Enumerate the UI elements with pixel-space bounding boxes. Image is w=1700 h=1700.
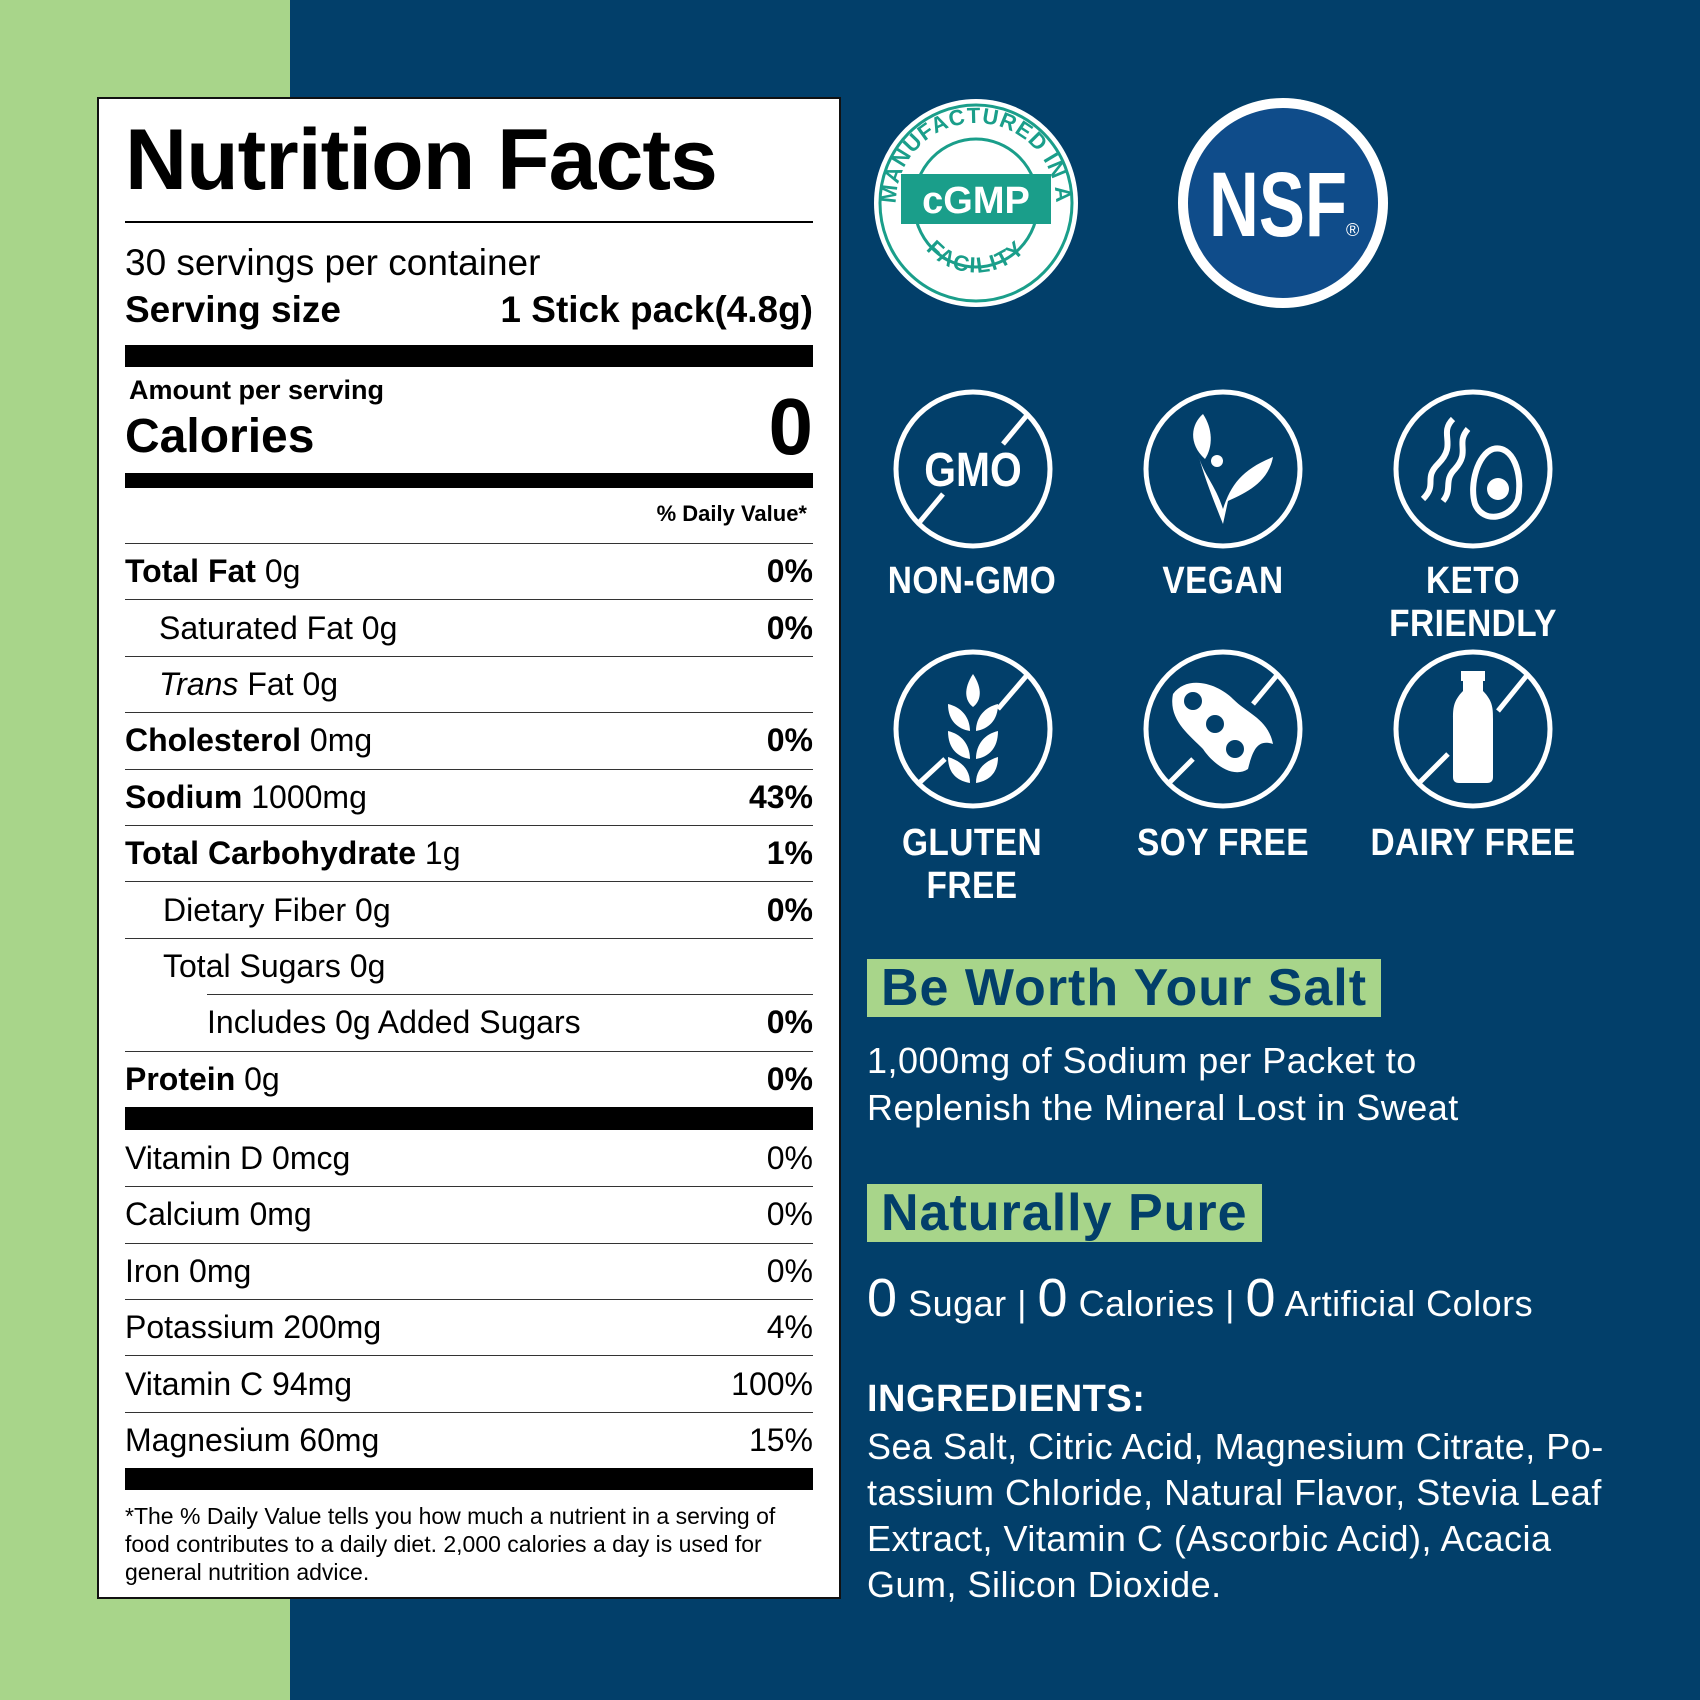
soybean-crossed-icon [1143, 649, 1303, 809]
nutrient-row: Includes 0g Added Sugars 0% [207, 994, 813, 1050]
nutrient-row: Total Carbohydrate 1g 1% [125, 824, 813, 881]
svg-text:GMO: GMO [924, 444, 1021, 497]
pure-heading: Naturally Pure [867, 1184, 1262, 1242]
svg-text:cGMP: cGMP [922, 180, 1030, 222]
ingredients-list: Sea Salt, Citric Acid, Magnesium Citrate… [867, 1426, 1604, 1605]
footnote: *The % Daily Value tells you how much a … [125, 1503, 776, 1585]
label-title: Nutrition Facts [125, 112, 718, 208]
servings-per-container: 30 servings per container [125, 242, 541, 283]
vitamin-row: Potassium 200mg 4% [125, 1299, 813, 1355]
thick-divider [125, 473, 813, 488]
svg-text:®: ® [1346, 220, 1359, 240]
serving-size-label: Serving size [125, 289, 341, 330]
avocado-bacon-icon [1393, 389, 1553, 549]
badge-label-vegan: VEGAN [1162, 560, 1284, 602]
salt-description: 1,000mg of Sodium per Packet to Replenish… [867, 1040, 1459, 1128]
nutrient-row: Sodium 1000mg 43% [125, 768, 813, 825]
wheat-crossed-icon [893, 649, 1053, 809]
pure-claims: 0 Sugar | 0 Calories | 0 Artificial Colo… [867, 1268, 1534, 1328]
vitamin-row: Calcium 0mg 0% [125, 1186, 813, 1242]
vitamin-row: Vitamin D 0mcg 0% [125, 1139, 813, 1176]
nutrient-row: Dietary Fiber 0g 0% [125, 881, 813, 937]
nsf-badge-icon: NSF ® [1178, 98, 1388, 308]
nutrient-row: Total Fat 0g 0% [125, 543, 813, 599]
vitamin-rows: Vitamin D 0mcg 0% Calcium 0mg 0% Iron 0mg 0… [125, 1130, 813, 1468]
vegan-leaf-icon [1143, 389, 1303, 549]
nutrient-row: Saturated Fat 0g 0% [125, 599, 813, 655]
vitamin-row: Vitamin C 94mg 100% [125, 1355, 813, 1411]
nutrient-rows: Total Fat 0g 0% Saturated Fat 0g 0% Trans … [125, 543, 813, 1491]
divider [125, 221, 813, 223]
nutrient-row: Total Sugars 0g [125, 937, 813, 994]
badge-label-keto: KETO FRIENDLY [1389, 560, 1557, 645]
amount-per-serving: Amount per serving [129, 375, 385, 405]
milk-bottle-crossed-icon [1393, 649, 1553, 809]
nutrient-row: Trans Fat 0g [125, 655, 813, 712]
daily-value-header: % Daily Value* [656, 501, 807, 526]
thick-divider [125, 1106, 813, 1130]
thick-divider [125, 345, 813, 367]
svg-text:NSF: NSF [1209, 153, 1347, 256]
calories-label: Calories [125, 410, 315, 463]
nutrition-facts-label: Nutrition Facts 30 servings per containe… [97, 97, 841, 1599]
calories-value: 0 [768, 382, 814, 471]
vitamin-row: Magnesium 60mg 15% [125, 1411, 813, 1468]
badge-label-dairy-free: DAIRY FREE [1370, 822, 1576, 864]
badge-label-gluten-free: GLUTEN FREE [901, 822, 1043, 907]
ingredients-heading: INGREDIENTS: [867, 1378, 1146, 1420]
badge-label-non-gmo: NON-GMO [887, 560, 1057, 602]
gmo-crossed-icon: GMO [893, 389, 1053, 549]
cgmp-badge-icon: cGMP MANUFACTURED IN A FACILITY [874, 99, 1078, 307]
serving-size-value: 1 Stick pack(4.8g) [500, 289, 813, 330]
salt-heading: Be Worth Your Salt [867, 959, 1382, 1017]
serving-size: Serving size 1 Stick pack(4.8g) [125, 289, 813, 331]
nutrient-row: Cholesterol 0mg 0% [125, 712, 813, 768]
nutrient-row: Protein 0g 0% [125, 1050, 813, 1107]
badge-label-soy-free: SOY FREE [1136, 822, 1310, 864]
thick-divider [125, 1468, 813, 1491]
vitamin-row: Iron 0mg 0% [125, 1242, 813, 1299]
